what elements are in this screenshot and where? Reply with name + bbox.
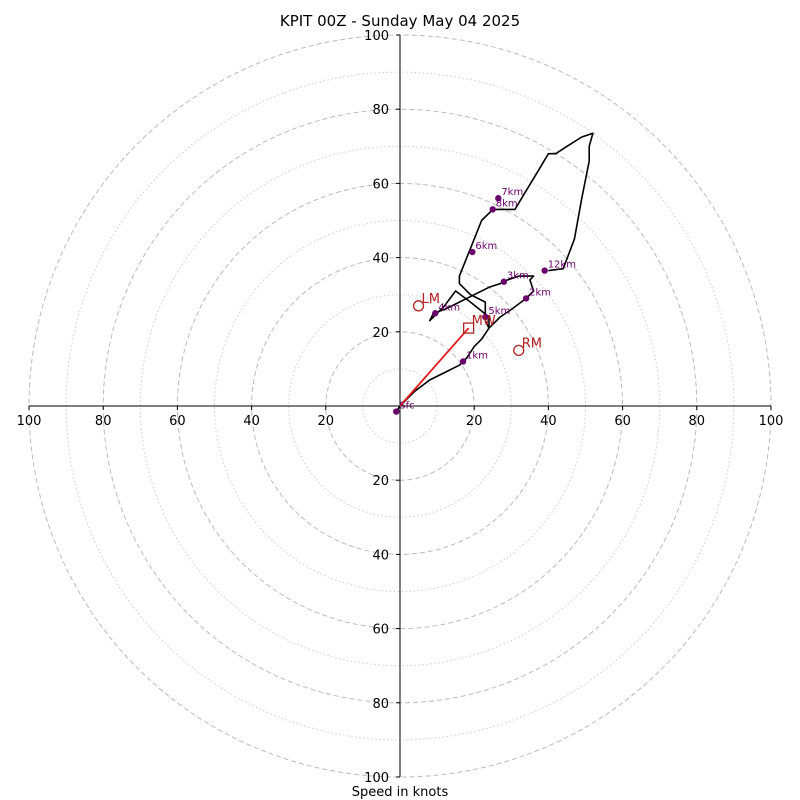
storm-motion-markers: LM MW RM — [412, 292, 542, 357]
height-marker — [495, 195, 502, 202]
x-tick-label: 60 — [614, 414, 631, 429]
height-label: 6km — [475, 241, 497, 252]
height-label: Sfc — [399, 401, 414, 412]
x-tick-label: 40 — [243, 414, 260, 429]
x-tick-label: 100 — [759, 414, 784, 429]
height-marker — [500, 278, 508, 285]
x-tick-label: 80 — [689, 414, 706, 429]
height-marker — [522, 295, 530, 302]
y-tick-label: 100 — [364, 771, 389, 786]
y-tick-label: 40 — [372, 548, 389, 563]
height-label: 3km — [507, 271, 529, 282]
storm-motion-label: RM — [522, 336, 542, 351]
height-marker — [393, 408, 400, 415]
x-tick-label: 100 — [17, 414, 42, 429]
y-tick-label: 100 — [364, 29, 389, 44]
height-marker — [489, 206, 496, 213]
x-axis-label: Speed in knots — [352, 785, 449, 800]
height-label: 7km — [501, 187, 523, 198]
storm-motion-marker — [412, 300, 425, 312]
y-tick-label: 60 — [372, 623, 389, 638]
y-tick-label: 40 — [372, 252, 389, 267]
height-label: 12km — [548, 260, 576, 271]
mean-wind-marker — [462, 322, 475, 334]
height-label: 2km — [529, 287, 551, 298]
height-label: 8km — [496, 198, 518, 209]
y-tick-label: 80 — [372, 103, 389, 118]
tick-labels: 20 20 20 20 40 40 40 40 60 60 60 60 80 80 80 80 100 100 10… — [17, 29, 784, 786]
height-marker — [469, 248, 476, 256]
y-tick-label: 80 — [372, 697, 389, 712]
x-tick-label: 80 — [95, 414, 112, 429]
x-tick-label: 40 — [540, 414, 557, 429]
mean-wind-vector — [399, 327, 470, 407]
y-tick-label: 20 — [372, 326, 389, 341]
storm-motion-label: LM — [422, 292, 440, 307]
height-marker — [541, 267, 548, 274]
chart-title: KPIT 00Z - Sunday May 04 2025 — [280, 12, 520, 30]
y-tick-label: 20 — [372, 474, 389, 489]
height-label: 5km — [488, 306, 510, 317]
storm-motion-marker — [513, 344, 525, 357]
height-marker — [482, 313, 489, 321]
x-tick-label: 20 — [318, 414, 335, 429]
hodograph-trace — [395, 132, 594, 413]
x-tick-label: 60 — [169, 414, 186, 429]
y-tick-label: 60 — [372, 177, 389, 192]
height-label: 1km — [466, 350, 488, 361]
storm-motion-label: MW — [472, 314, 496, 329]
height-marker — [432, 310, 439, 317]
height-marker — [459, 358, 467, 365]
x-tick-label: 20 — [466, 414, 483, 429]
height-label: 4km — [438, 302, 460, 313]
wind-profile — [395, 132, 594, 413]
